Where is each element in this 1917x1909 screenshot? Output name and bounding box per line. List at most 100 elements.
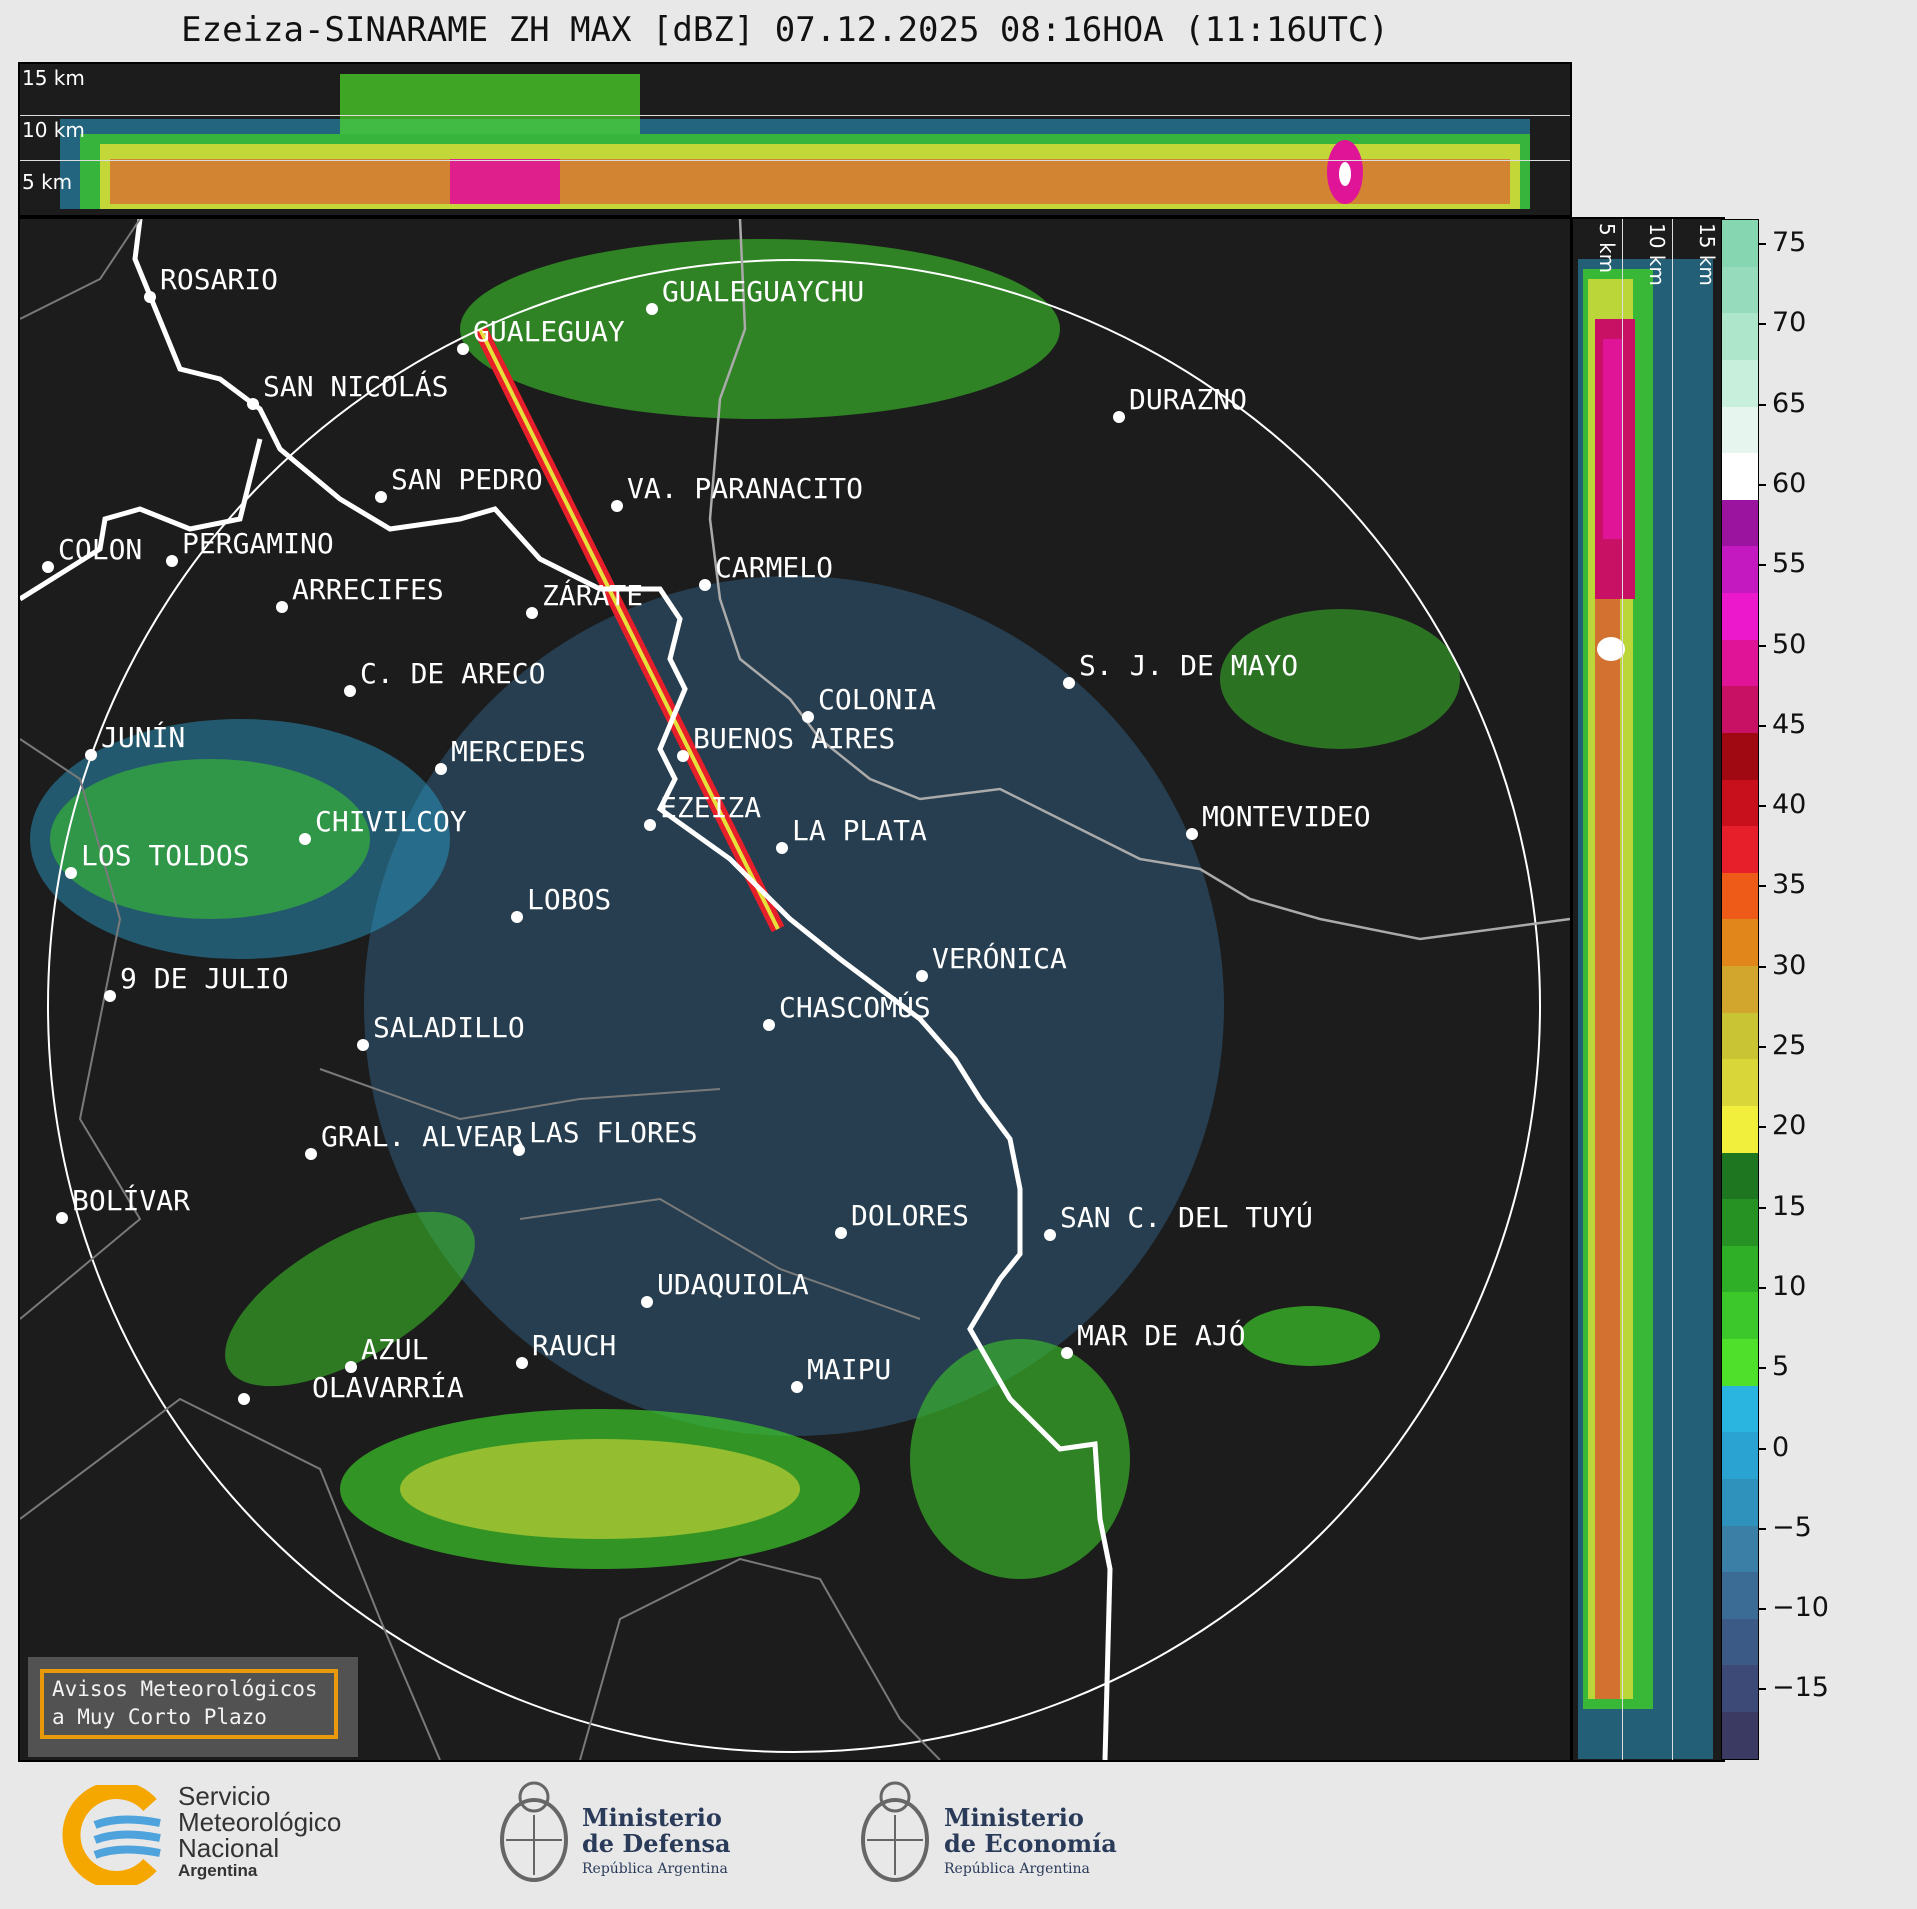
colorbar-tick [1758,1447,1766,1450]
colorbar-tick [1758,564,1766,567]
colorbar-segment [1722,732,1758,780]
city-label: MONTEVIDEO [1202,800,1371,833]
height-line-5km [1622,219,1623,1760]
colorbar-tick [1758,1126,1766,1129]
colorbar-segment [1722,1012,1758,1060]
dbz-colorbar [1721,219,1759,1760]
colorbar-segment [1722,1478,1758,1526]
radar-map: ROSARIO GUALEGUAYCHU GUALEGUAY SAN NICOLÁS D… [20,219,1570,1760]
city-dot [457,343,469,355]
city-label: RAUCH [532,1329,616,1362]
warning-badge[interactable]: Avisos Meteorológicos a Muy Corto Plazo [28,1657,358,1757]
colorbar-tick [1758,1527,1766,1530]
city-dot [644,819,656,831]
city-marker: UDAQUIOLA [641,1268,809,1308]
reflectivity-field [30,239,1460,1579]
colorbar-segment [1722,313,1758,360]
city-marker: ROSARIO [144,263,278,303]
radar-map-panel: ROSARIO GUALEGUAYCHU GUALEGUAY SAN NICOLÁS D… [18,217,1572,1762]
top-cross-section-echoes [60,74,1530,209]
height-label: 10 km [22,118,85,142]
city-label: DURAZNO [1129,383,1247,416]
top-cross-section-panel: 15 km 10 km 5 km [18,62,1572,217]
city-dot [305,1148,317,1160]
city-marker: LAS FLORES [513,1116,698,1156]
city-label: MAR DE AJÓ [1077,1318,1246,1352]
city-label: MAIPU [807,1353,891,1386]
city-dot [299,833,311,845]
city-label: COLON [58,533,142,566]
city-label: DOLORES [851,1199,969,1232]
city-dot [1063,677,1075,689]
city-marker: DOLORES [835,1199,969,1239]
colorbar-segment [1722,1525,1758,1573]
city-marker: 9 DE JULIO [104,962,289,1002]
city-dot [357,1039,369,1051]
height-line-15km [20,115,1570,116]
city-dot [345,1361,357,1373]
city-dot [247,398,259,410]
city-marker: VERÓNICA [916,941,1067,982]
city-marker: SALADILLO [357,1011,525,1051]
city-dot [641,1296,653,1308]
city-label: ARRECIFES [292,573,444,606]
colorbar-tick [1758,403,1766,406]
city-label: OLAVARRÍA [312,1370,464,1404]
height-label: 5 km [22,170,73,194]
city-label: C. DE ARECO [360,657,545,690]
city-marker: MAIPU [791,1353,891,1393]
defensa-line2: de Defensa [582,1829,731,1858]
city-dot [1113,411,1125,423]
city-label: EZEIZA [660,791,761,824]
colorbar-segment [1722,499,1758,547]
colorbar-segment [1722,546,1758,593]
city-dot [916,970,928,982]
city-dot [85,749,97,761]
city-marker: C. DE ARECO [344,657,545,697]
city-markers: ROSARIO GUALEGUAYCHU GUALEGUAY SAN NICOLÁS D… [42,263,1371,1405]
city-dot [791,1381,803,1393]
colorbar-tick-label: 25 [1772,1030,1807,1061]
city-marker: BOLÍVAR [56,1183,190,1224]
city-label: CHIVILCOY [315,805,467,838]
city-dot [646,303,658,315]
colorbar-segment [1722,872,1758,920]
defensa-name: Ministerio de Defensa [582,1805,731,1857]
city-label: BUENOS AIRES [693,722,895,755]
city-dot [344,685,356,697]
smn-name: Servicio Meteorológico Nacional Argentin… [178,1783,341,1881]
colorbar-tick-label: 65 [1772,387,1807,419]
city-dot [677,750,689,762]
colorbar-tick [1758,1367,1766,1370]
colorbar-segment [1722,1339,1758,1386]
city-label: COLONIA [818,683,936,716]
colorbar-segment [1722,1572,1758,1619]
smn-line1: Servicio [178,1781,271,1811]
colorbar-tick-label: 20 [1772,1110,1807,1142]
colorbar-tick-label: 50 [1772,628,1807,660]
province-boundaries [20,219,941,1760]
city-label: CHASCOMÚS [779,990,931,1024]
city-label: GRAL. ALVEAR [321,1120,523,1153]
height-label: 15 km [22,66,85,90]
colorbar-tick [1758,965,1766,968]
city-label: SALADILLO [373,1011,525,1044]
city-marker: RAUCH [516,1329,616,1369]
city-label: LA PLATA [792,814,927,847]
colorbar-tick [1758,1688,1766,1691]
city-marker: SAN NICOLÁS [247,369,448,410]
height-label: 15 km [1695,223,1719,286]
city-marker: PERGAMINO [166,527,334,567]
city-dot [104,990,116,1002]
colorbar-tick-label: −10 [1772,1592,1829,1624]
colorbar-tick-label: 45 [1772,708,1807,740]
city-marker: MONTEVIDEO [1186,800,1371,840]
colorbar-tick-label: 70 [1772,307,1807,339]
colorbar-tick [1758,1206,1766,1209]
range-ring [47,259,1541,1753]
colorbar-tick [1758,1046,1766,1048]
colorbar-segment [1722,1245,1758,1293]
city-marker: GUALEGUAYCHU [646,275,864,315]
coastline [20,219,1113,1760]
city-label: GUALEGUAYCHU [662,275,864,308]
